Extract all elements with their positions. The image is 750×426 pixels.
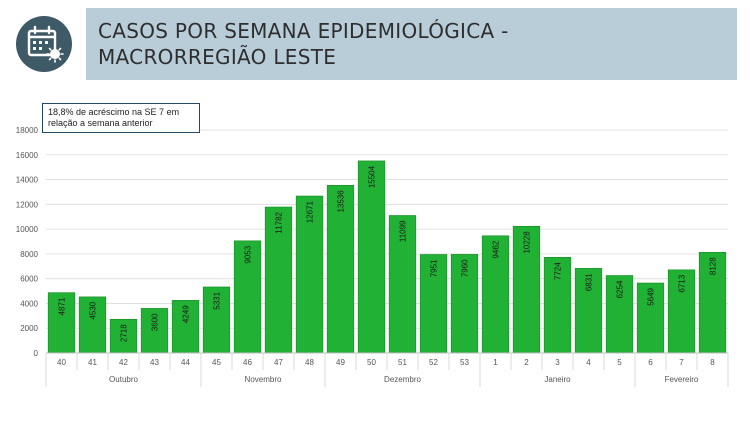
x-tick-label: 45 bbox=[212, 358, 221, 367]
calendar-virus-icon bbox=[16, 16, 72, 72]
x-axis: 40 41 42 43 44 45 46 47 48 49 50 51 52 53 1 2 3 4 5 6 7 8Outu… bbox=[45, 352, 729, 387]
bar bbox=[574, 268, 603, 354]
x-tick-label: 2 bbox=[524, 358, 529, 367]
x-tick-label: 43 bbox=[150, 358, 159, 367]
x-tick-label: 44 bbox=[181, 358, 190, 367]
x-tick-label: 50 bbox=[367, 358, 376, 367]
bar bbox=[233, 240, 262, 354]
y-tick-label: 10000 bbox=[16, 225, 39, 234]
y-axis-ticks: 0 2000 4000 6000 8000 10000 12000 14000 16000 180… bbox=[16, 126, 39, 358]
bar-value-label: 13536 bbox=[337, 190, 346, 213]
bar bbox=[202, 286, 231, 354]
annotation-line-2: relação a semana anterior bbox=[48, 118, 153, 128]
bar-value-label: 9462 bbox=[492, 240, 501, 258]
y-tick-label: 4000 bbox=[20, 299, 38, 308]
title-line-1: CASOS POR SEMANA EPIDEMIOLÓGICA - bbox=[98, 19, 509, 43]
bar-value-label: 7960 bbox=[461, 259, 470, 277]
bar-value-label: 8128 bbox=[709, 257, 718, 275]
bar bbox=[326, 185, 355, 354]
bar-value-label: 15504 bbox=[368, 165, 377, 188]
x-tick-label: 41 bbox=[88, 358, 97, 367]
x-tick-label: 53 bbox=[460, 358, 469, 367]
x-tick-label: 42 bbox=[119, 358, 128, 367]
bar bbox=[450, 254, 479, 354]
bar bbox=[388, 215, 417, 354]
bar-value-label: 6831 bbox=[585, 273, 594, 291]
x-tick-label: 3 bbox=[555, 358, 560, 367]
bar-value-label: 7724 bbox=[554, 262, 563, 280]
bar-value-label: 2718 bbox=[120, 324, 129, 342]
bar bbox=[481, 235, 510, 354]
bar-value-label: 4249 bbox=[182, 305, 191, 323]
y-tick-label: 12000 bbox=[16, 200, 39, 209]
x-tick-label: 49 bbox=[336, 358, 345, 367]
header-banner: CASOS POR SEMANA EPIDEMIOLÓGICA - MACROR… bbox=[86, 8, 737, 80]
bar-value-label: 4530 bbox=[89, 301, 98, 319]
bar bbox=[419, 254, 448, 354]
bar bbox=[512, 225, 541, 354]
annotation-line-1: 18,8% de acréscimo na SE 7 em bbox=[48, 107, 180, 117]
bar bbox=[140, 308, 169, 354]
y-tick-label: 18000 bbox=[16, 126, 39, 135]
title-line-2: MACRORREGIÃO LESTE bbox=[98, 45, 337, 69]
month-label: Dezembro bbox=[384, 375, 421, 384]
month-label: Novembro bbox=[245, 375, 282, 384]
bar-value-label: 7951 bbox=[430, 259, 439, 277]
x-tick-label: 46 bbox=[243, 358, 252, 367]
bar-value-label: 5331 bbox=[213, 291, 222, 309]
annotation-box: 18,8% de acréscimo na SE 7 em relação a … bbox=[42, 103, 200, 133]
y-tick-label: 2000 bbox=[20, 324, 38, 333]
x-tick-label: 47 bbox=[274, 358, 283, 367]
month-label: Janeiro bbox=[544, 375, 571, 384]
y-tick-label: 6000 bbox=[20, 275, 38, 284]
bar-value-label: 9053 bbox=[244, 245, 253, 263]
bar bbox=[698, 252, 727, 354]
x-tick-label: 40 bbox=[57, 358, 66, 367]
x-tick-label: 52 bbox=[429, 358, 438, 367]
y-tick-label: 14000 bbox=[16, 176, 39, 185]
page-title: CASOS POR SEMANA EPIDEMIOLÓGICA - MACROR… bbox=[98, 18, 509, 70]
bar bbox=[636, 282, 665, 354]
bar bbox=[543, 257, 572, 354]
x-tick-label: 51 bbox=[398, 358, 407, 367]
bar bbox=[78, 296, 107, 354]
bar bbox=[171, 300, 200, 354]
bar bbox=[264, 206, 293, 354]
x-tick-label: 7 bbox=[679, 358, 684, 367]
bar bbox=[47, 292, 76, 354]
bar-value-label: 6254 bbox=[616, 280, 625, 298]
x-tick-label: 4 bbox=[586, 358, 591, 367]
x-tick-label: 48 bbox=[305, 358, 314, 367]
bar-value-label: 11099 bbox=[399, 220, 408, 242]
bar-value-label: 3600 bbox=[151, 313, 160, 331]
y-tick-label: 8000 bbox=[20, 250, 38, 259]
bar-value-label: 12671 bbox=[306, 200, 315, 223]
x-tick-label: 1 bbox=[493, 358, 498, 367]
bar-value-label: 11782 bbox=[275, 211, 284, 233]
x-tick-label: 5 bbox=[617, 358, 622, 367]
month-label: Outubro bbox=[109, 375, 138, 384]
y-tick-label: 0 bbox=[34, 349, 39, 358]
bar bbox=[667, 269, 696, 354]
x-tick-label: 6 bbox=[648, 358, 653, 367]
bars: 4871 4530 2718 3600 4249 5331 9053 11782 12671 13… bbox=[47, 160, 727, 354]
bar bbox=[357, 160, 386, 354]
bar-value-label: 6713 bbox=[678, 274, 687, 292]
bar-value-label: 10228 bbox=[523, 231, 532, 254]
bar bbox=[295, 195, 324, 354]
bar bbox=[605, 275, 634, 354]
x-tick-label: 8 bbox=[710, 358, 715, 367]
bar-value-label: 5649 bbox=[647, 287, 656, 305]
y-tick-label: 16000 bbox=[16, 151, 39, 160]
month-label: Fevereiro bbox=[665, 375, 699, 384]
bar-value-label: 4871 bbox=[58, 297, 67, 315]
